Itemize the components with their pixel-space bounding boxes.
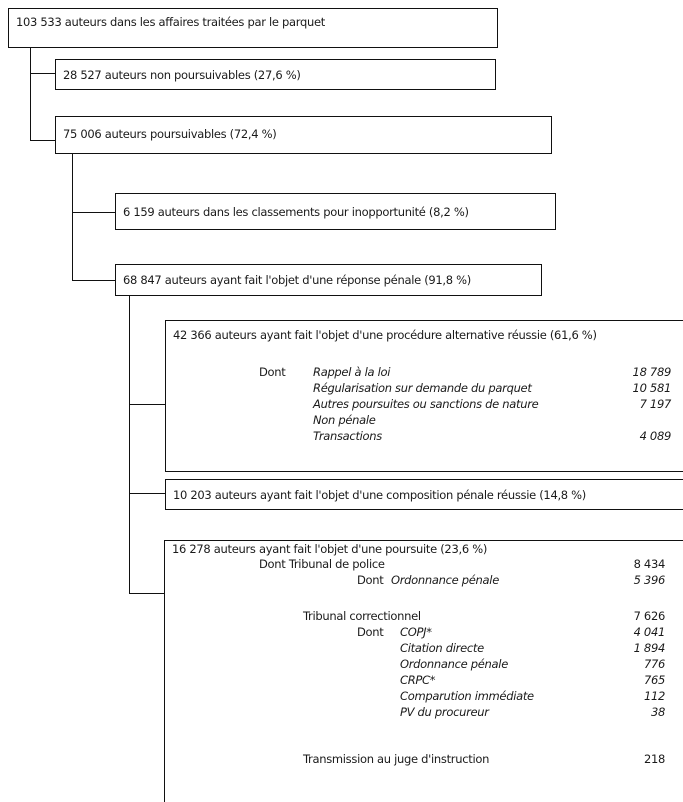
- ji-value: 218: [643, 752, 665, 766]
- alt-item-value: 4 089: [639, 429, 672, 443]
- poursuite-top-border: [164, 540, 683, 541]
- alt-item-label: Régularisation sur demande du parquet: [313, 381, 532, 395]
- connector-line: [72, 212, 115, 213]
- connector-line: [72, 280, 115, 281]
- connector-line: [30, 140, 55, 141]
- alternative-dont: Dont: [259, 365, 286, 379]
- tc-item-value: 38: [650, 705, 665, 719]
- tc-item-value: 765: [643, 673, 665, 687]
- alternative-box: 42 366 auteurs ayant fait l'objet d'une …: [165, 320, 683, 472]
- tp-ordonnance-value: 5 396: [633, 573, 666, 587]
- connector-line: [30, 47, 31, 141]
- tc-dont: Dont: [357, 625, 384, 639]
- reponse-penale-box: 68 847 auteurs ayant fait l'objet d'une …: [115, 264, 542, 296]
- alt-item-label: Transactions: [313, 429, 382, 443]
- poursuivables-box: 75 006 auteurs poursuivables (72,4 %): [55, 116, 552, 154]
- tc-item-label: COPJ*: [400, 625, 432, 639]
- root-label: 103 533 auteurs dans les affaires traité…: [16, 15, 325, 29]
- tc-item-label: Citation directe: [400, 641, 484, 655]
- poursuivables-label: 75 006 auteurs poursuivables (72,4 %): [63, 127, 277, 141]
- tp-dont: Dont: [357, 573, 384, 587]
- alt-item-label: Rappel à la loi: [313, 365, 391, 379]
- alt-item-value: 10 581: [632, 381, 672, 395]
- tc-label: Tribunal correctionnel: [303, 609, 421, 623]
- connector-line: [30, 73, 55, 74]
- tc-item-label: Comparution immédiate: [400, 689, 534, 703]
- alt-item-value: 7 197: [639, 397, 672, 411]
- alt-item-value: 18 789: [632, 365, 672, 379]
- composition-box: 10 203 auteurs ayant fait l'objet d'une …: [165, 479, 683, 510]
- connector-line: [129, 296, 130, 594]
- reponse-penale-label: 68 847 auteurs ayant fait l'objet d'une …: [123, 273, 471, 287]
- tc-item-value: 112: [643, 689, 665, 703]
- ji-label: Transmission au juge d'instruction: [303, 752, 490, 766]
- connector-line: [129, 493, 165, 494]
- inopportunite-label: 6 159 auteurs dans les classements pour …: [123, 205, 469, 219]
- tc-item-label: Ordonnance pénale: [400, 657, 508, 671]
- tp-ordonnance-label: Ordonnance pénale: [391, 573, 499, 587]
- tc-item-value: 776: [643, 657, 665, 671]
- tc-item-value: 1 894: [633, 641, 666, 655]
- inopportunite-box: 6 159 auteurs dans les classements pour …: [115, 193, 556, 230]
- tp-label: Dont Tribunal de police: [259, 557, 385, 571]
- poursuite-title: 16 278 auteurs ayant fait l'objet d'une …: [172, 542, 488, 556]
- tc-item-label: CRPC*: [400, 673, 436, 687]
- tc-item-value: 4 041: [633, 625, 666, 639]
- tc-item-label: PV du procureur: [400, 705, 489, 719]
- connector-line: [129, 593, 165, 594]
- connector-line: [164, 540, 165, 802]
- composition-label: 10 203 auteurs ayant fait l'objet d'une …: [173, 488, 586, 502]
- tc-value: 7 626: [633, 609, 666, 623]
- alternative-title: 42 366 auteurs ayant fait l'objet d'une …: [173, 328, 597, 342]
- non-poursuivables-label: 28 527 auteurs non poursuivables (27,6 %…: [63, 68, 301, 82]
- root-box: 103 533 auteurs dans les affaires traité…: [8, 8, 498, 48]
- tp-value: 8 434: [633, 557, 666, 571]
- alt-item-label: Autres poursuites ou sanctions de nature: [313, 397, 539, 411]
- non-poursuivables-box: 28 527 auteurs non poursuivables (27,6 %…: [55, 59, 496, 90]
- connector-line: [129, 404, 165, 405]
- alt-item-label: Non pénale: [313, 413, 376, 427]
- connector-line: [72, 154, 73, 280]
